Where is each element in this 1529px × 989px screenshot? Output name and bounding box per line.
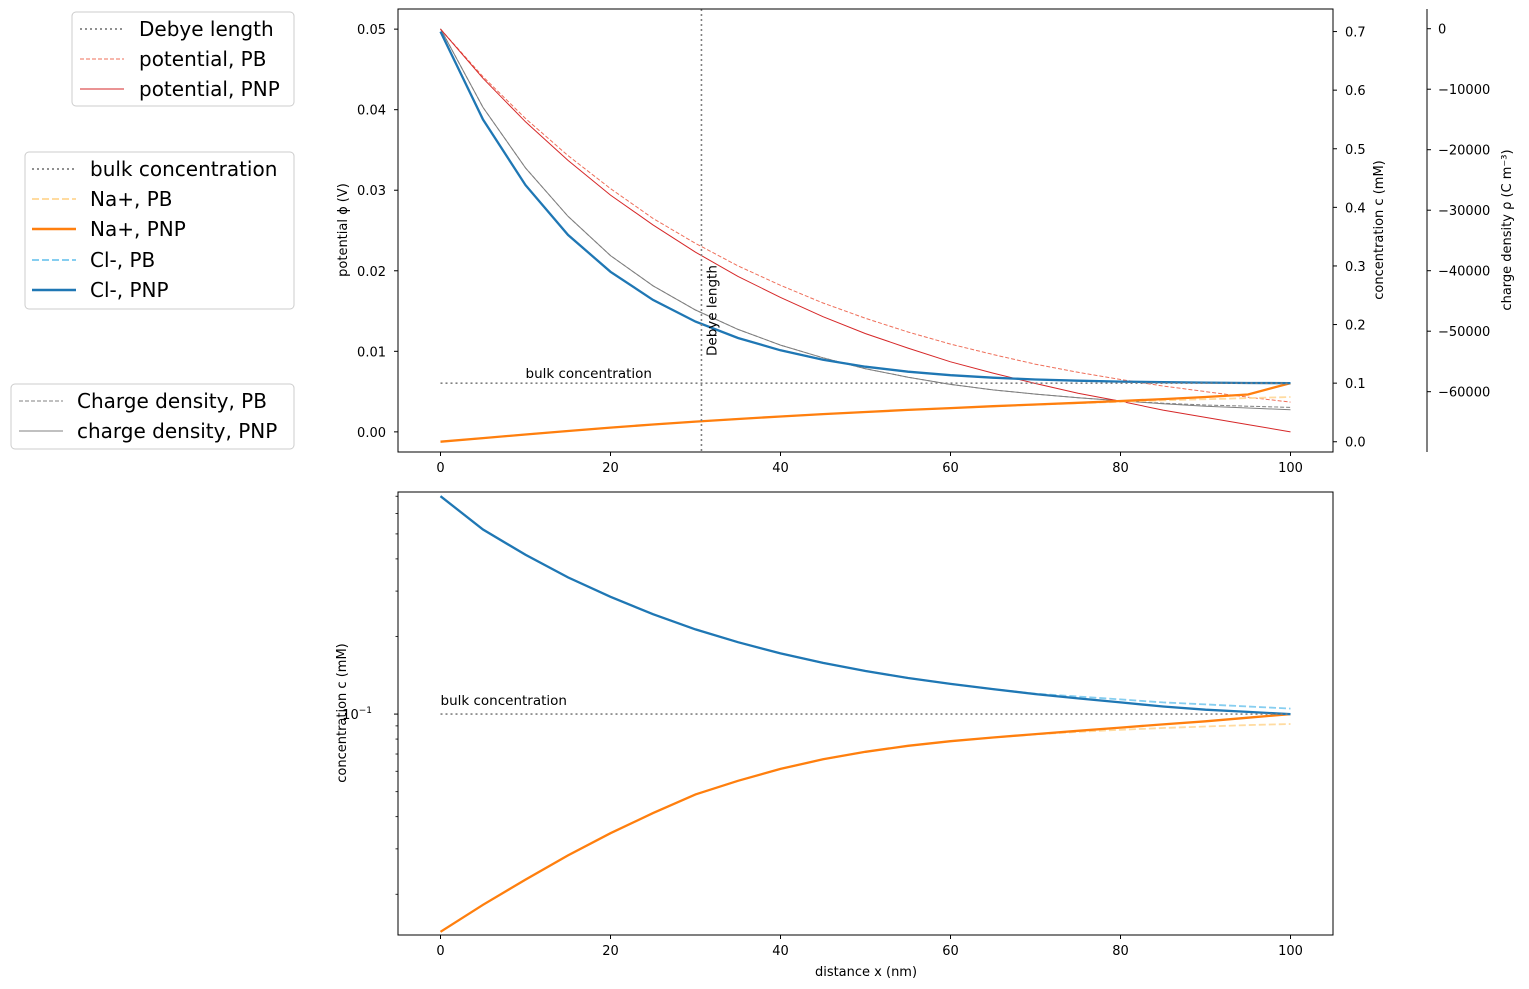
legend-label-cl-pb: Cl-, PB	[90, 248, 155, 272]
legend-label-charge-pb: Charge density, PB	[77, 389, 267, 413]
charge-y-tick-label: −50000	[1438, 325, 1490, 340]
bulk-concentration-annotation-top: bulk concentration	[526, 366, 652, 382]
potential-y-tick-label: 0.04	[357, 104, 386, 119]
bottom-series-na-pnp	[439, 712, 1291, 933]
bottom-plot-frame	[397, 491, 1334, 936]
charge-axis-label-text: charge density ρ (C m⁻³)	[1500, 149, 1515, 310]
bottom-x-tick-label: 60	[942, 944, 959, 959]
concentration-y-tick-label: 0.3	[1345, 260, 1366, 275]
top-series-potential-pnp	[440, 28, 1291, 433]
bottom-y-axis-label: concentration c (mM)	[335, 643, 350, 782]
bottom-x-tick-label: 0	[436, 944, 444, 959]
bottom-series-cl-pnp	[439, 495, 1291, 716]
bottom-y-axis-label-text: concentration c (mM)	[335, 643, 350, 782]
legend-label-charge-pnp: charge density, PNP	[77, 419, 277, 443]
bottom-series-na-pb	[440, 723, 1291, 933]
legend-potential: Debye length potential, PB potential, PN…	[71, 11, 295, 107]
bottom-x-axis-label: distance x (nm)	[815, 965, 917, 980]
legend-label-potential-pb: potential, PB	[139, 47, 266, 71]
top-panel: 0 20 40 60 80 1000.000.010.020.030.040.050.00…	[336, 8, 1515, 476]
bottom-y-tick-label: 10−1	[342, 706, 372, 723]
bulk-concentration-annotation-bottom: bulk concentration	[441, 693, 567, 709]
legend-label-na-pb: Na+, PB	[90, 187, 172, 211]
top-x-tick-label: 20	[602, 461, 619, 476]
bottom-y-tick-base: 10	[342, 708, 359, 723]
top-right-axis-label: concentration c (mM)	[1372, 160, 1387, 299]
legend-charge-frame	[10, 383, 295, 450]
charge-y-tick-label: 0	[1438, 23, 1446, 38]
potential-y-tick-label: 0.02	[357, 265, 386, 280]
legend-label-bulk-concentration: bulk concentration	[90, 157, 277, 181]
top-left-axis-label: potential ϕ (V)	[336, 183, 351, 277]
concentration-y-tick-label: 0.5	[1345, 143, 1366, 158]
top-series-cl-pb	[439, 31, 1291, 385]
charge-y-tick-label: −40000	[1438, 265, 1490, 280]
charge-axis-label: charge density ρ (C m⁻³)	[1500, 149, 1515, 310]
top-series-charge-density-pb	[440, 28, 1291, 408]
bottom-x-tick-label: 20	[602, 944, 619, 959]
legend-label-debye-length: Debye length	[139, 17, 274, 41]
potential-y-tick-label: 0.01	[357, 345, 386, 360]
top-plot-frame	[397, 8, 1334, 453]
top-right-axis-label-text: concentration c (mM)	[1372, 160, 1387, 299]
legend-label-na-pnp: Na+, PNP	[90, 217, 186, 241]
top-x-tick-label: 0	[436, 461, 444, 476]
concentration-y-tick-label: 0.6	[1345, 84, 1366, 99]
legend-label-cl-pnp: Cl-, PNP	[90, 278, 169, 302]
top-x-tick-label: 80	[1112, 461, 1129, 476]
top-series-potential-pb	[440, 28, 1291, 403]
potential-y-tick-label: 0.03	[357, 184, 386, 199]
top-x-tick-label: 60	[942, 461, 959, 476]
legend-charge: Charge density, PB charge density, PNP	[10, 383, 295, 450]
bottom-x-tick-label: 80	[1112, 944, 1129, 959]
bottom-x-axis-label-text: distance x (nm)	[815, 965, 917, 980]
top-x-tick-label: 40	[772, 461, 789, 476]
legend-concentration: bulk concentration Na+, PB Na+, PNP Cl-,…	[24, 151, 295, 310]
top-series-cl-pnp	[439, 31, 1291, 385]
concentration-y-tick-label: 0.0	[1345, 436, 1366, 451]
concentration-y-tick-label: 0.7	[1345, 26, 1366, 41]
potential-y-tick-label: 0.05	[357, 23, 386, 38]
debye-length-annotation: Debye length	[704, 265, 720, 356]
concentration-y-tick-label: 0.2	[1345, 319, 1366, 334]
charge-y-tick-label: −20000	[1438, 144, 1490, 159]
concentration-y-tick-label: 0.1	[1345, 377, 1366, 392]
legend-potential-frame	[71, 11, 295, 107]
charge-y-tick-label: −10000	[1438, 83, 1490, 98]
top-left-axis-label-text: potential ϕ (V)	[336, 183, 351, 277]
bottom-x-tick-label: 40	[772, 944, 789, 959]
legend-concentration-frame	[24, 151, 295, 310]
legend-label-potential-pnp: potential, PNP	[139, 77, 280, 101]
bottom-x-tick-label: 100	[1278, 944, 1303, 959]
bottom-panel: 0 20 40 60 80 100 concentration c (mM) distan…	[335, 491, 1334, 980]
top-series-charge-density-pnp	[440, 28, 1291, 411]
potential-y-tick-label: 0.00	[357, 426, 386, 441]
charge-y-tick-label: −30000	[1438, 204, 1490, 219]
top-series-na-pnp	[440, 381, 1291, 443]
bottom-y-tick-exponent: −1	[359, 706, 372, 716]
top-x-tick-label: 100	[1278, 461, 1303, 476]
bottom-series-cl-pb	[439, 495, 1291, 710]
charge-y-tick-label: −60000	[1438, 386, 1490, 401]
concentration-y-tick-label: 0.4	[1345, 201, 1366, 216]
